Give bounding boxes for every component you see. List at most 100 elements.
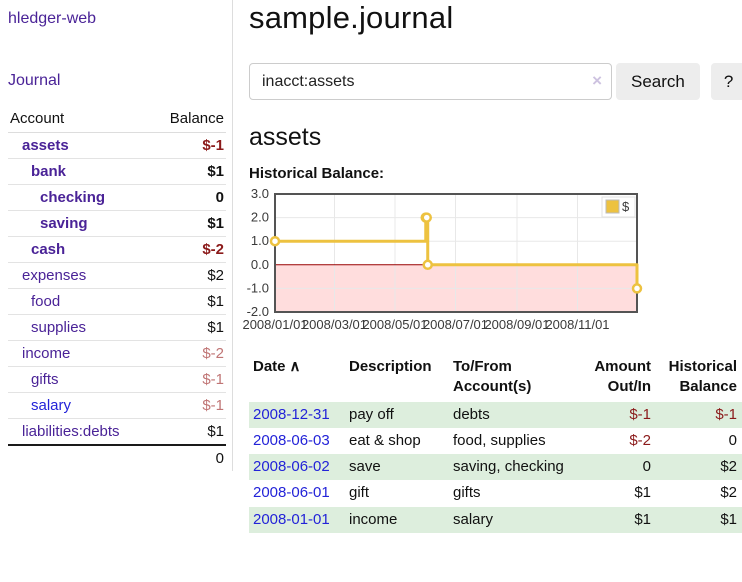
transaction-accounts: gifts xyxy=(453,484,481,502)
plot-border xyxy=(274,193,638,313)
chart-title: Historical Balance: xyxy=(249,165,385,182)
data-point xyxy=(631,283,643,294)
account-name-cell: gifts xyxy=(8,366,153,393)
account-link[interactable]: gifts xyxy=(31,371,59,388)
account-link[interactable]: checking xyxy=(40,189,106,206)
spacer-cell xyxy=(8,445,152,471)
y-tick-label: -1.0 xyxy=(247,280,269,295)
account-link[interactable]: liabilities:debts xyxy=(22,423,120,440)
account-row: bank $1 xyxy=(8,158,226,185)
transaction-date-link[interactable]: 2008-01-01 xyxy=(253,510,330,528)
main-content: sample.journal × Search ? assets Histori… xyxy=(233,0,742,533)
sort-ascending-icon[interactable]: ∧ xyxy=(289,358,301,375)
account-heading: assets xyxy=(249,123,322,151)
transaction-date-link[interactable]: 2008-06-02 xyxy=(253,458,330,475)
transaction-amount: $1 xyxy=(634,484,651,502)
account-balance: $1 xyxy=(152,418,226,446)
account-link[interactable]: supplies xyxy=(31,319,87,336)
transaction-date-cell: 2008-01-01 xyxy=(249,507,345,533)
transaction-date-link[interactable]: 2008-06-03 xyxy=(253,431,330,449)
transaction-description: gift xyxy=(349,484,370,502)
y-tick-label: 2.0 xyxy=(251,210,269,225)
account-balance: $1 xyxy=(152,210,226,237)
brand-link[interactable]: hledger-web xyxy=(8,10,97,27)
account-link[interactable]: salary xyxy=(31,397,72,414)
account-link[interactable]: bank xyxy=(31,163,67,180)
account-row: food $1 xyxy=(8,288,226,315)
transaction-description: eat & shop xyxy=(349,431,421,449)
x-tick-label: 2008/01/01 xyxy=(242,317,307,332)
account-name-cell: assets xyxy=(8,132,153,159)
legend-swatch xyxy=(605,199,620,214)
transaction-accounts: debts xyxy=(453,405,490,423)
transaction-amount: $-2 xyxy=(629,431,651,449)
register-column-header: Date ∧ xyxy=(253,358,301,375)
account-link[interactable]: food xyxy=(31,293,61,310)
register-column-header: To/From Account(s) xyxy=(453,358,532,396)
x-tick-label: 2008/09/01 xyxy=(484,317,549,332)
data-point xyxy=(421,212,432,223)
account-row: cash $-2 xyxy=(8,236,226,263)
account-balance: $2 xyxy=(152,262,226,289)
transaction-amount: $1 xyxy=(634,510,651,528)
account-balance: $-2 xyxy=(152,236,226,263)
account-balance: $-1 xyxy=(152,366,226,393)
transaction-row[interactable]: 2008-06-03 eat & shop food, supplies $-2 0 xyxy=(249,428,742,454)
account-link[interactable]: cash xyxy=(31,241,66,258)
transaction-accounts: salary xyxy=(453,510,494,528)
transaction-accounts: food, supplies xyxy=(453,431,546,449)
account-name-cell: salary xyxy=(8,392,153,419)
account-link[interactable]: income xyxy=(22,345,71,362)
account-name-cell: food xyxy=(8,288,153,315)
transaction-row[interactable]: 2008-12-31 pay off debts $-1 $-1 xyxy=(249,401,742,428)
sidebar-item-journal[interactable]: Journal xyxy=(8,72,61,89)
account-balance: $1 xyxy=(152,314,226,341)
search-bar: × Search ? xyxy=(249,63,742,100)
search-input[interactable] xyxy=(249,63,612,100)
transaction-row[interactable]: 2008-01-01 income salary $1 $1 xyxy=(249,506,742,533)
account-name-cell: checking xyxy=(8,184,153,211)
transaction-balance: $1 xyxy=(720,510,737,528)
register-table: Date ∧ Description To/From Account(s) Amount… xyxy=(249,355,742,533)
transaction-date-cell: 2008-06-03 xyxy=(249,428,345,454)
legend-label: $ xyxy=(622,199,630,214)
account-row: assets $-1 xyxy=(8,132,226,159)
data-point xyxy=(269,235,281,247)
account-balance: 0 xyxy=(152,184,226,211)
account-link[interactable]: expenses xyxy=(22,267,87,284)
search-button[interactable]: Search xyxy=(616,63,700,100)
account-balance: $-2 xyxy=(152,340,226,367)
account-row: saving $1 xyxy=(8,210,226,237)
transaction-row[interactable]: 2008-06-01 gift gifts $1 $2 xyxy=(249,480,742,506)
account-link[interactable]: assets xyxy=(22,137,69,154)
transaction-date-link[interactable]: 2008-12-31 xyxy=(253,405,330,423)
register-column-header: Amount Out/In xyxy=(594,358,651,396)
account-name-cell: bank xyxy=(8,158,153,185)
account-row: income $-2 xyxy=(8,340,226,367)
data-point xyxy=(422,259,433,271)
account-row: checking 0 xyxy=(8,184,226,211)
account-row: gifts $-1 xyxy=(8,366,226,393)
x-tick-label: 2008/07/01 xyxy=(423,317,488,332)
app-layout: hledger-web Journal Account Balance asse… xyxy=(8,0,742,533)
transaction-amount: $-1 xyxy=(629,405,651,423)
account-link[interactable]: saving xyxy=(40,215,88,232)
transaction-balance: $-1 xyxy=(715,405,737,423)
clear-search-icon[interactable]: × xyxy=(592,71,602,90)
transaction-balance: $2 xyxy=(720,484,737,502)
account-balance: $-1 xyxy=(152,132,226,159)
transaction-row[interactable]: 2008-06-02 save saving, checking 0 $2 xyxy=(249,454,742,481)
account-balance: $1 xyxy=(152,158,226,185)
account-balance: $1 xyxy=(152,288,226,315)
register-header-row: Date ∧ Description To/From Account(s) Amount… xyxy=(249,355,742,402)
account-name-cell: supplies xyxy=(8,314,153,341)
transaction-date-link[interactable]: 2008-06-01 xyxy=(253,484,330,502)
x-tick-label: 2008/11/01 xyxy=(545,317,609,332)
help-button[interactable]: ? xyxy=(710,63,742,100)
y-tick-label: -2.0 xyxy=(247,304,269,319)
accounts-total-value: 0 xyxy=(215,450,224,467)
transaction-date-cell: 2008-06-02 xyxy=(249,454,345,480)
transaction-amount: 0 xyxy=(642,458,651,475)
search-input-wrap: × xyxy=(249,63,612,100)
accounts-total-row: 0 xyxy=(8,445,226,471)
